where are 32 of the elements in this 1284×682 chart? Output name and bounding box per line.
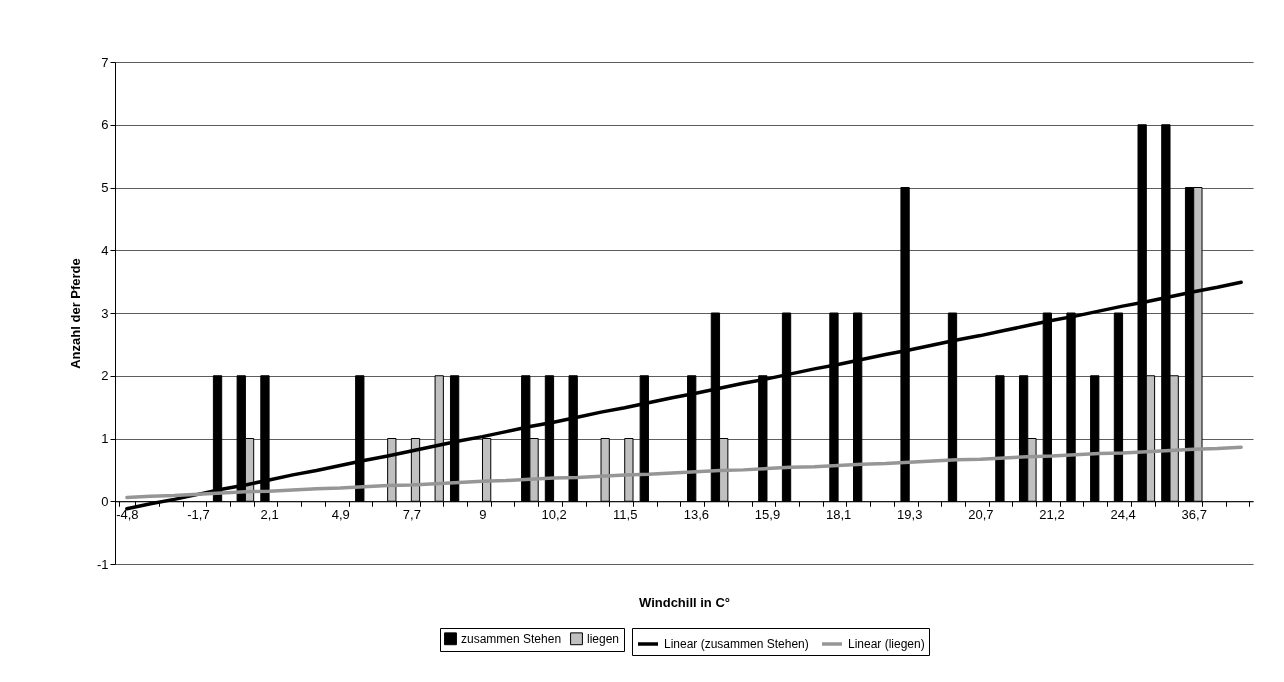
x-tick-label: -1,7	[187, 506, 210, 522]
x-tick-label: 11,5	[613, 506, 638, 522]
y-tick-label: 5	[101, 180, 109, 195]
x-tick-label: 19,3	[897, 506, 923, 522]
line-series	[125, 445, 1243, 500]
y-tick-label: 3	[101, 305, 109, 321]
legend-label: liegen	[587, 631, 620, 646]
x-tick-label: 21,2	[1039, 506, 1065, 522]
y-tick-label: -1	[96, 556, 109, 572]
legend-label: zusammen Stehen	[461, 631, 562, 646]
x-tick-label: 2,1	[260, 506, 279, 522]
legend-label: Linear (zusammen Stehen)	[664, 637, 809, 651]
y-tick-label: 1	[101, 431, 109, 446]
y-axis-title: Anzahl der Pferde	[67, 258, 83, 369]
x-tick-label: 9	[479, 506, 487, 522]
x-axis-title: Windchill in C°	[638, 594, 731, 610]
y-tick-label: 2	[101, 368, 109, 384]
x-tick-label: 15,9	[754, 506, 781, 522]
x-tick-label: 18,1	[825, 506, 852, 522]
legend-label: Linear (liegen)	[848, 637, 925, 651]
y-tick-label: 4	[101, 242, 109, 258]
x-tick-label: 20,7	[968, 506, 994, 522]
x-tick-label: 7,7	[402, 506, 421, 522]
x-tick-label: 13,6	[683, 506, 710, 522]
x-tick-label: 4,9	[331, 506, 350, 522]
y-tick-label: 0	[101, 493, 109, 509]
y-tick-label: 7	[101, 54, 109, 70]
x-tick-label: 24,4	[1110, 506, 1136, 522]
x-tick-label: -4,8	[116, 506, 139, 522]
x-tick-label: 10,2	[541, 506, 567, 522]
y-tick-label: 6	[101, 117, 109, 133]
x-tick-label: 36,7	[1181, 506, 1207, 522]
